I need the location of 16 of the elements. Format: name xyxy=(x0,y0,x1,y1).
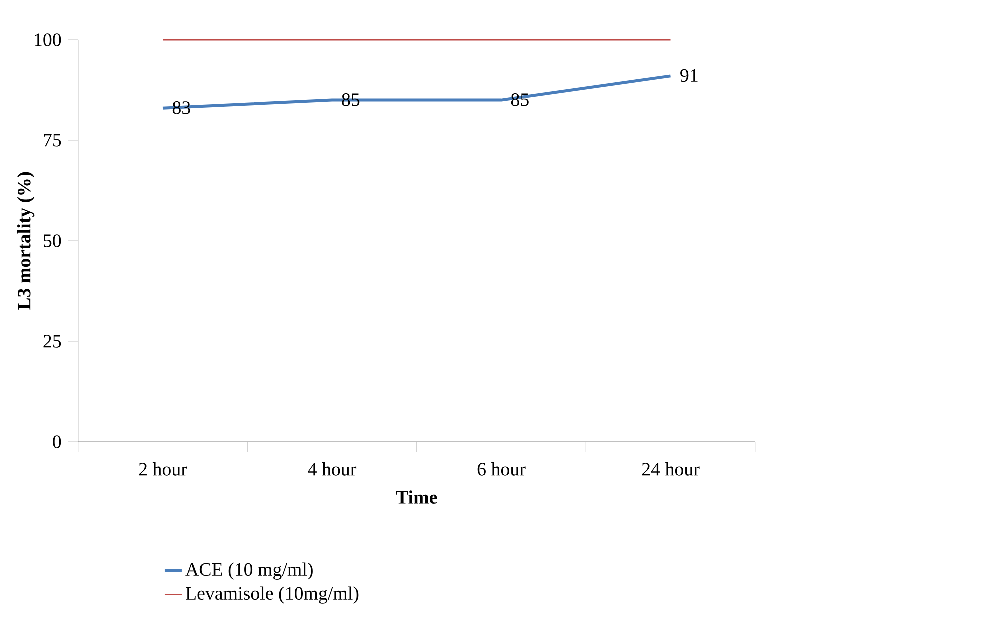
legend-label: Levamisole (10mg/ml) xyxy=(186,586,359,604)
x-tick-label: 2 hour xyxy=(139,462,188,476)
x-tick-label: 4 hour xyxy=(308,462,357,476)
y-tick-label: 100 xyxy=(35,34,62,46)
x-tick-label: 6 hour xyxy=(478,462,526,476)
x-axis-title: Time xyxy=(396,490,438,504)
y-tick-label: 25 xyxy=(44,335,62,348)
y-tick-label: 0 xyxy=(53,436,62,448)
legend-label: ACE (10 mg/ml) xyxy=(186,562,313,580)
y-axis-title: L3 mortality (%) xyxy=(17,172,35,310)
x-tick-label: 24 hour xyxy=(642,462,700,476)
data-label: 91 xyxy=(680,69,698,82)
data-label: 83 xyxy=(172,102,190,114)
data-label: 85 xyxy=(342,94,360,106)
y-tick-label: 75 xyxy=(44,134,62,147)
y-tick-label: 50 xyxy=(44,234,62,248)
